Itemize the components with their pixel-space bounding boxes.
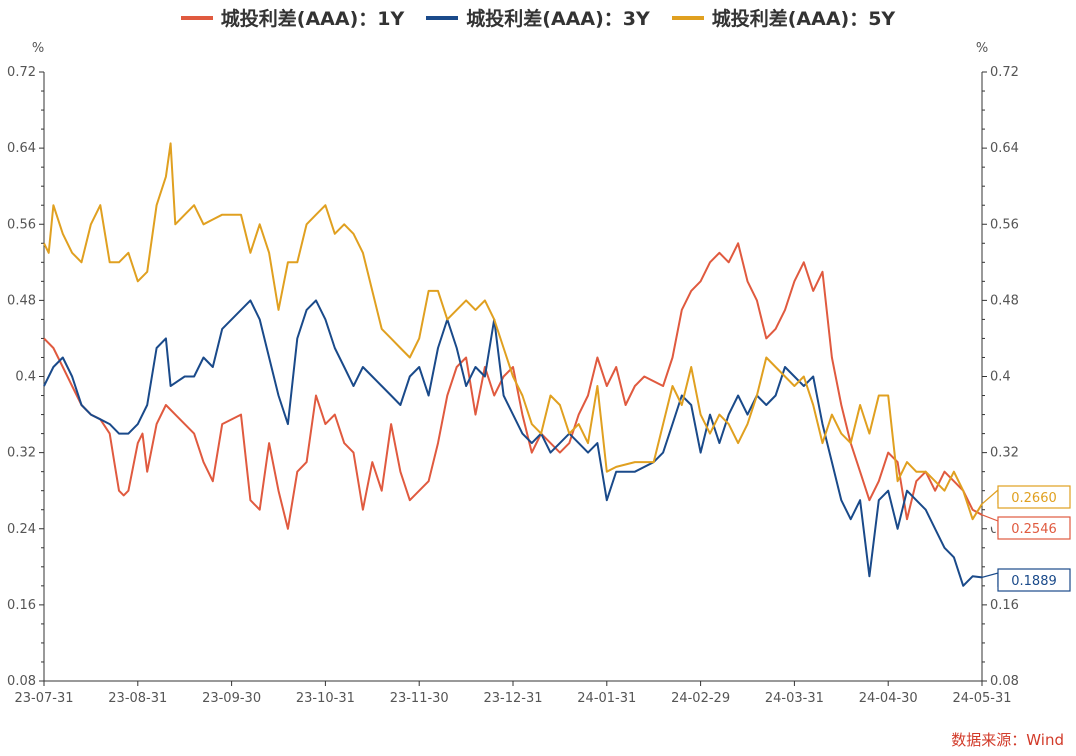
x-tick-label: 24-01-31 [577, 691, 636, 706]
y-tick-label-right: 0.72 [990, 65, 1019, 80]
end-label-text-0: 0.2546 [1011, 522, 1057, 537]
y-tick-label-left: 0.08 [7, 674, 36, 689]
y-tick-label-left: 0.32 [7, 446, 36, 461]
y-tick-label-left: 0.4 [15, 370, 36, 385]
x-tick-label: 23-11-30 [390, 691, 449, 706]
y-tick-label-left: 0.72 [7, 65, 36, 80]
y-tick-label-right: 0.16 [990, 598, 1019, 613]
x-tick-label: 24-02-29 [671, 691, 730, 706]
y-tick-label-right: 0.48 [990, 293, 1019, 308]
legend-swatch-1y [180, 15, 213, 20]
legend-item-5y[interactable]: 城投利差(AAA)：5Y [671, 4, 896, 31]
legend-label-5y: 城投利差(AAA)：5Y [711, 8, 896, 30]
legend-item-3y[interactable]: 城投利差(AAA)：3Y [426, 4, 650, 31]
x-tick-label: 23-10-31 [296, 691, 355, 706]
y-tick-label-right: 0.08 [990, 674, 1019, 689]
chart-legend: 城投利差(AAA)：1Y 城投利差(AAA)：3Y 城投利差(AAA)：5Y [0, 4, 1076, 31]
end-label-box-1 [997, 568, 1071, 592]
legend-label-1y: 城投利差(AAA)：1Y [220, 8, 405, 30]
x-tick-label: 23-07-31 [14, 691, 73, 706]
y-unit-right: % [976, 41, 988, 56]
y-tick-label-right: 0.4 [990, 370, 1011, 385]
y-tick-label-right: 0.32 [990, 446, 1019, 461]
y-tick-label-left: 0.48 [7, 293, 36, 308]
legend-item-1y[interactable]: 城投利差(AAA)：1Y [180, 4, 405, 31]
x-tick-label: 24-04-30 [859, 691, 918, 706]
y-tick-label-left: 0.24 [7, 522, 36, 537]
y-tick-label-left: 0.16 [7, 598, 36, 613]
y-tick-label-right: 0.56 [990, 217, 1019, 232]
end-label-box-2 [997, 485, 1071, 509]
legend-swatch-5y [671, 15, 704, 20]
end-label-pointer-2 [981, 488, 999, 505]
y-tick-label-left: 0.56 [7, 217, 36, 232]
legend-swatch-3y [426, 15, 459, 20]
end-label-text-2: 0.2660 [1011, 491, 1057, 506]
x-tick-label: 23-09-30 [202, 691, 261, 706]
end-label-pointer-1 [981, 572, 999, 587]
x-tick-label: 23-12-31 [483, 691, 542, 706]
series-line-2 [43, 142, 983, 521]
series-line-0 [43, 242, 983, 530]
end-label-box-0 [997, 516, 1071, 540]
x-tick-label: 24-03-31 [765, 691, 824, 706]
end-label-text-1: 0.1889 [1011, 574, 1057, 589]
x-tick-label: 24-05-31 [952, 691, 1011, 706]
y-unit-left: % [32, 41, 44, 56]
y-tick-label-right: 0.64 [990, 141, 1019, 156]
data-source-note: 数据来源：Wind [951, 731, 1064, 749]
y-tick-label-left: 0.64 [7, 141, 36, 156]
legend-label-3y: 城投利差(AAA)：3Y [466, 8, 650, 30]
series-line-1 [43, 299, 983, 587]
x-tick-label: 23-08-31 [108, 691, 167, 706]
